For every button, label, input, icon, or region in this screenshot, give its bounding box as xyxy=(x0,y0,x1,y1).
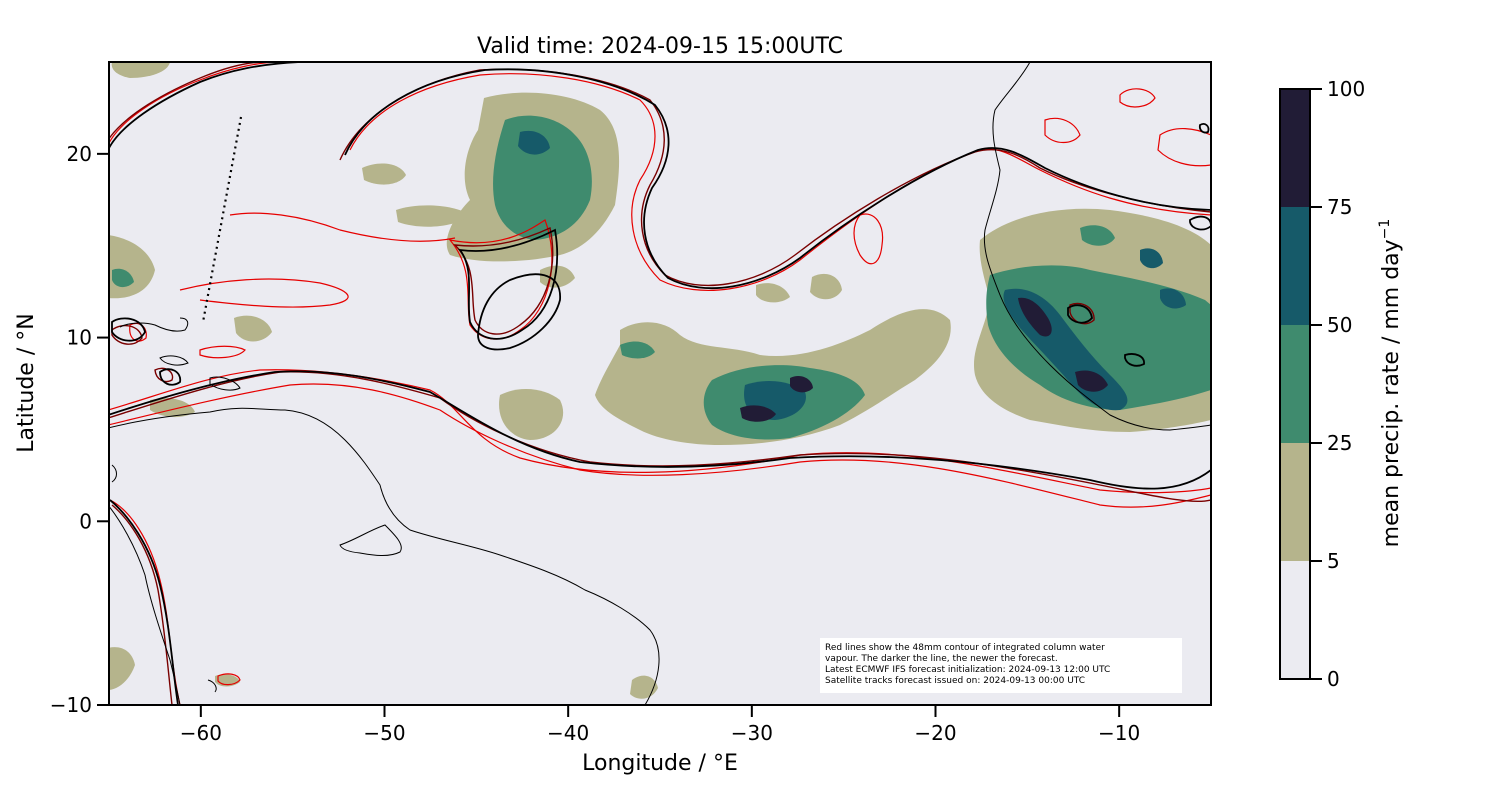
x-tick-label: −30 xyxy=(731,721,773,745)
x-axis: −60 −50 −40 −30 −20 −10 xyxy=(180,705,1140,745)
colorbar-tick-label: 100 xyxy=(1327,77,1365,101)
colorbar-frame xyxy=(1279,88,1311,680)
y-tick-label: 0 xyxy=(79,509,92,533)
colorbar-band xyxy=(1280,443,1310,561)
colorbar-band xyxy=(1280,325,1310,443)
map-frame xyxy=(108,61,1212,706)
y-tick-label: 10 xyxy=(67,326,92,350)
colorbar-band xyxy=(1280,207,1310,325)
x-tick-label: −20 xyxy=(914,721,956,745)
x-tick-label: −60 xyxy=(180,721,222,745)
x-tick-label: −10 xyxy=(1098,721,1140,745)
colorbar-tick-label: 50 xyxy=(1327,313,1352,337)
colorbar-label-main: mean precip. rate / mm day xyxy=(1379,239,1404,547)
precip-level-75-100 xyxy=(740,297,1108,422)
colorbar: 0 5 25 50 75 100 xyxy=(1279,77,1365,691)
colorbar-tick-label: 75 xyxy=(1327,195,1352,219)
colorbar-band xyxy=(1280,89,1310,207)
annotation-box: Red lines show the 48mm contour of integ… xyxy=(820,638,1182,693)
colorbar-tick-label: 5 xyxy=(1327,549,1340,573)
iwv-contours-new xyxy=(109,62,1211,705)
y-axis: −10 0 10 20 xyxy=(50,142,109,717)
x-axis-label: Longitude / °E xyxy=(582,751,738,776)
y-tick-label: −10 xyxy=(50,693,92,717)
iwv-contours-old xyxy=(109,62,1211,705)
annotation-line: Latest ECMWF IFS forecast initialization… xyxy=(825,665,1111,675)
colorbar-tick-label: 0 xyxy=(1327,667,1340,691)
chart-title: Valid time: 2024-09-15 15:00UTC xyxy=(477,34,843,59)
coastlines xyxy=(109,62,1211,705)
colorbar-band xyxy=(1280,561,1310,679)
y-axis-label: Latitude / °N xyxy=(14,313,39,452)
colorbar-label: mean precip. rate / mm day−1 xyxy=(1377,219,1404,548)
map-panel xyxy=(109,62,1211,705)
annotation-line: Red lines show the 48mm contour of integ… xyxy=(825,643,1105,653)
colorbar-tick-label: 25 xyxy=(1327,431,1352,455)
x-tick-label: −40 xyxy=(547,721,589,745)
annotation-line: Satellite tracks forecast issued on: 202… xyxy=(825,676,1086,686)
y-tick-label: 20 xyxy=(67,142,92,166)
x-tick-label: −50 xyxy=(363,721,405,745)
colorbar-label-sup: −1 xyxy=(1377,219,1393,240)
annotation-line: vapour. The darker the line, the newer t… xyxy=(825,654,1058,664)
